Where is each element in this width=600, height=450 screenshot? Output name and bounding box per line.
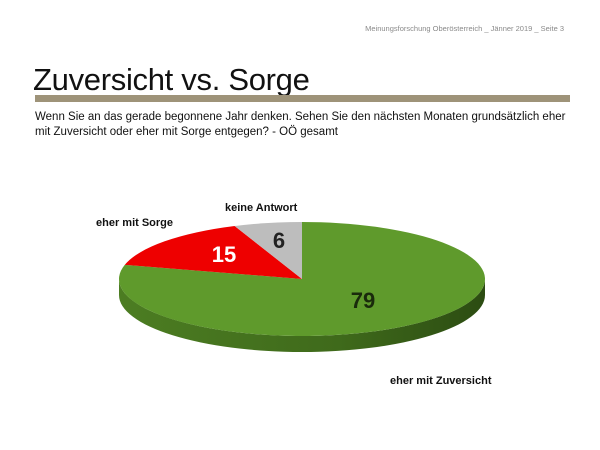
- value-label-sorge: 15: [212, 242, 236, 267]
- value-label-keine-antwort: 6: [273, 228, 285, 253]
- title-divider: [35, 95, 570, 102]
- pie-side-depth: [119, 279, 485, 352]
- slide-header-source: Meinungsforschung Oberösterreich _ Jänne…: [365, 24, 564, 33]
- slice-label-keine-antwort: keine Antwort: [225, 202, 298, 214]
- slice-label-zuversicht: eher mit Zuversicht: [390, 375, 492, 387]
- value-label-zuversicht: 79: [351, 288, 375, 313]
- pie-slice-keine-antwort: [234, 222, 302, 279]
- survey-question: Wenn Sie an das gerade begonnene Jahr de…: [35, 111, 566, 138]
- pie-slice-sorge: [124, 226, 302, 279]
- slice-label-sorge: eher mit Sorge: [96, 217, 173, 229]
- slide-title: Zuversicht vs. Sorge: [33, 62, 310, 97]
